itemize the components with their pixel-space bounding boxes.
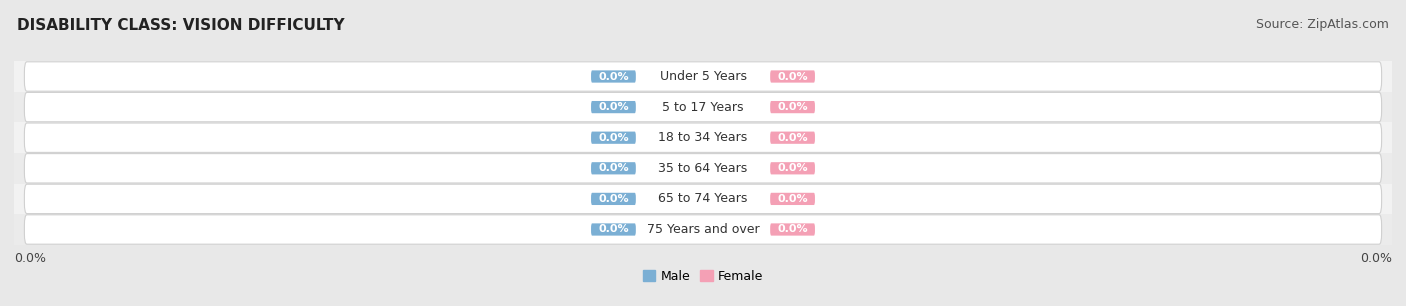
- Text: 0.0%: 0.0%: [778, 133, 808, 143]
- FancyBboxPatch shape: [770, 132, 815, 144]
- Text: 0.0%: 0.0%: [778, 102, 808, 112]
- Text: 75 Years and over: 75 Years and over: [647, 223, 759, 236]
- Bar: [14, 153, 1392, 184]
- FancyBboxPatch shape: [591, 70, 636, 83]
- FancyBboxPatch shape: [24, 123, 1382, 152]
- Text: Under 5 Years: Under 5 Years: [659, 70, 747, 83]
- Text: 0.0%: 0.0%: [778, 194, 808, 204]
- Text: DISABILITY CLASS: VISION DIFFICULTY: DISABILITY CLASS: VISION DIFFICULTY: [17, 18, 344, 33]
- Text: 35 to 64 Years: 35 to 64 Years: [658, 162, 748, 175]
- Text: 0.0%: 0.0%: [1360, 252, 1392, 264]
- FancyBboxPatch shape: [24, 62, 1382, 91]
- Text: 0.0%: 0.0%: [778, 72, 808, 81]
- Text: 0.0%: 0.0%: [598, 72, 628, 81]
- Text: 0.0%: 0.0%: [598, 133, 628, 143]
- FancyBboxPatch shape: [24, 154, 1382, 183]
- Text: 0.0%: 0.0%: [598, 225, 628, 234]
- FancyBboxPatch shape: [591, 132, 636, 144]
- Text: 0.0%: 0.0%: [778, 163, 808, 173]
- FancyBboxPatch shape: [770, 193, 815, 205]
- Text: 65 to 74 Years: 65 to 74 Years: [658, 192, 748, 205]
- FancyBboxPatch shape: [24, 184, 1382, 214]
- FancyBboxPatch shape: [24, 92, 1382, 122]
- Bar: [14, 92, 1392, 122]
- FancyBboxPatch shape: [770, 162, 815, 174]
- Bar: [14, 61, 1392, 92]
- FancyBboxPatch shape: [591, 101, 636, 113]
- Bar: [14, 122, 1392, 153]
- Text: Source: ZipAtlas.com: Source: ZipAtlas.com: [1256, 18, 1389, 31]
- FancyBboxPatch shape: [770, 223, 815, 236]
- FancyBboxPatch shape: [24, 215, 1382, 244]
- FancyBboxPatch shape: [770, 101, 815, 113]
- Text: 0.0%: 0.0%: [598, 194, 628, 204]
- Bar: [14, 184, 1392, 214]
- Text: 0.0%: 0.0%: [598, 163, 628, 173]
- FancyBboxPatch shape: [770, 70, 815, 83]
- Bar: [14, 214, 1392, 245]
- Text: 0.0%: 0.0%: [778, 225, 808, 234]
- FancyBboxPatch shape: [591, 162, 636, 174]
- Legend: Male, Female: Male, Female: [638, 265, 768, 288]
- FancyBboxPatch shape: [591, 223, 636, 236]
- Text: 18 to 34 Years: 18 to 34 Years: [658, 131, 748, 144]
- Text: 5 to 17 Years: 5 to 17 Years: [662, 101, 744, 114]
- FancyBboxPatch shape: [591, 193, 636, 205]
- Text: 0.0%: 0.0%: [14, 252, 46, 264]
- Text: 0.0%: 0.0%: [598, 102, 628, 112]
